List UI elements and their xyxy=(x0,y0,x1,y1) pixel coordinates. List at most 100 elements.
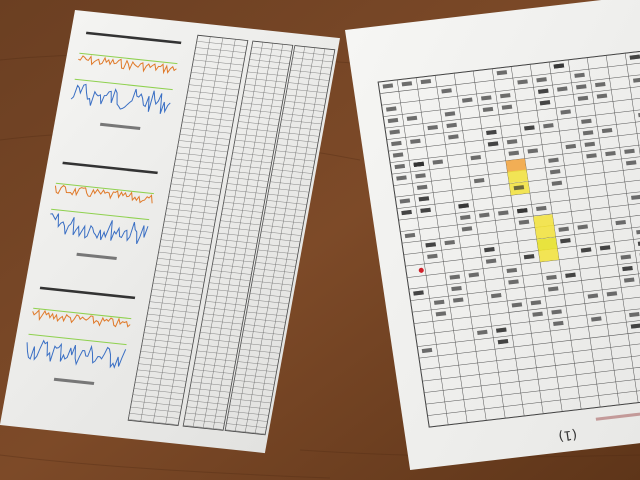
table-row-line xyxy=(410,266,640,301)
cell-text xyxy=(470,155,482,161)
cell-text xyxy=(580,247,592,253)
table-col-line xyxy=(567,59,620,405)
cell-text xyxy=(451,285,462,292)
table-col-line xyxy=(182,41,254,427)
table-col-line xyxy=(415,77,468,423)
chart-line xyxy=(54,184,153,204)
table-row-line xyxy=(390,128,640,163)
table-row-line xyxy=(408,255,640,290)
highlight-cell xyxy=(534,225,556,240)
cell-text xyxy=(537,88,549,94)
cell-text xyxy=(427,253,438,259)
cell-text xyxy=(490,293,502,299)
table-col-line xyxy=(586,57,639,403)
cell-text xyxy=(498,210,509,216)
highlight-cell xyxy=(533,214,555,229)
cell-text xyxy=(599,245,611,251)
cell-text xyxy=(553,63,565,69)
table-row-line xyxy=(398,186,640,221)
cell-text xyxy=(460,214,471,220)
cell-text xyxy=(631,194,640,200)
cell-text xyxy=(629,54,640,60)
cell-text xyxy=(421,347,433,354)
table-col-line xyxy=(127,35,199,421)
cell-text xyxy=(560,238,571,244)
cell-text xyxy=(536,77,547,83)
chart-threshold xyxy=(79,52,178,65)
cell-text xyxy=(406,115,418,121)
cell-text xyxy=(547,286,559,292)
table-col-line xyxy=(224,45,296,431)
cell-text xyxy=(389,129,400,135)
chart-threshold xyxy=(74,78,173,91)
cell-text xyxy=(382,83,394,89)
cell-text xyxy=(391,140,402,147)
table-row-line xyxy=(429,393,640,428)
chart-line xyxy=(26,339,127,369)
cell-text xyxy=(577,224,589,230)
cell-text xyxy=(484,247,495,253)
table-row-line xyxy=(381,71,640,106)
table-row-line xyxy=(393,151,640,186)
table-col-line xyxy=(624,53,640,399)
table-row-line xyxy=(422,347,640,382)
cell-text xyxy=(508,150,520,156)
highlight-cell xyxy=(536,237,558,252)
cell-text xyxy=(427,124,438,131)
table-col-line xyxy=(472,70,525,416)
table-row-line xyxy=(424,358,640,393)
table-col-line xyxy=(234,46,306,432)
cell-text xyxy=(551,309,562,315)
table-row-line xyxy=(415,301,640,336)
chart-header-bar xyxy=(85,31,182,45)
chart-threshold xyxy=(33,307,132,320)
chart-caption xyxy=(99,122,141,131)
sheet-title-number: (1) xyxy=(557,426,578,443)
cell-text xyxy=(574,72,585,78)
cell-text xyxy=(480,95,492,101)
cell-text xyxy=(630,323,640,329)
cell-text xyxy=(536,205,547,212)
table-col-line xyxy=(212,44,284,430)
paper xyxy=(0,10,340,454)
cell-text xyxy=(558,226,570,232)
cell-text xyxy=(420,78,432,85)
cell-text xyxy=(624,148,635,154)
cell-text xyxy=(496,327,507,333)
chart-line xyxy=(50,213,149,244)
cell-text xyxy=(539,100,551,106)
cell-text xyxy=(385,106,397,112)
cell-text xyxy=(636,229,640,235)
cell-text xyxy=(527,148,539,154)
cell-text xyxy=(532,311,543,317)
cell-text xyxy=(511,302,523,308)
table-row-line xyxy=(413,289,640,324)
chart-threshold xyxy=(51,208,150,221)
table-row-line xyxy=(383,82,640,117)
cell-text xyxy=(477,329,488,335)
table-col-line xyxy=(396,79,449,425)
cell-text xyxy=(551,180,563,186)
cell-text xyxy=(482,106,494,112)
table-row-line xyxy=(391,140,640,175)
table-row-line xyxy=(412,278,640,313)
cell-text xyxy=(399,198,411,204)
cell-text xyxy=(629,311,640,318)
cell-text xyxy=(449,274,461,280)
cell-text xyxy=(517,208,528,214)
cell-text xyxy=(473,178,485,184)
table-col-line xyxy=(605,55,640,401)
cell-text xyxy=(623,277,635,283)
cell-text xyxy=(387,117,399,124)
table-row-line xyxy=(427,381,640,416)
cell-text xyxy=(392,152,404,158)
cell-text xyxy=(441,88,452,94)
cell-text xyxy=(587,293,599,299)
table-row-line xyxy=(388,117,640,152)
cell-text xyxy=(513,185,525,191)
cell-text xyxy=(577,95,589,101)
table-row-line xyxy=(396,174,640,209)
cell-text xyxy=(582,130,594,136)
